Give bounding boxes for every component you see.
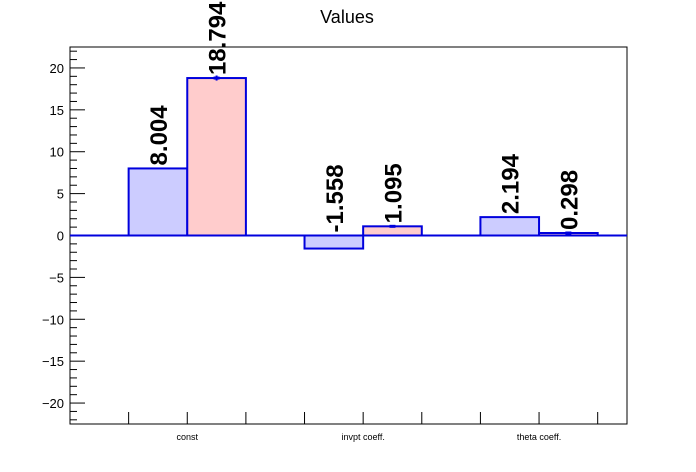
y-tick-label: −15 xyxy=(42,354,64,369)
bar xyxy=(303,234,365,250)
x-axis: const invpt coeff. theta coeff. xyxy=(128,412,599,442)
y-tick-label: 15 xyxy=(50,103,64,118)
bar-value-label: 0.298 xyxy=(556,170,583,230)
bar-labels: 8.004 -1.558 2.194 18.794 1.095 0.298 xyxy=(146,1,583,233)
x-category-label: const xyxy=(177,432,199,442)
bar-value-label: 18.794 xyxy=(205,1,232,75)
x-category-label: theta coeff. xyxy=(517,432,561,442)
y-tick-label: 20 xyxy=(50,61,64,76)
y-tick-label: −10 xyxy=(42,312,64,327)
y-tick-label: −20 xyxy=(42,396,64,411)
y-tick-label: 10 xyxy=(50,145,64,160)
bar xyxy=(479,216,541,237)
bar-value-label: 2.194 xyxy=(498,153,525,214)
y-tick-label: 0 xyxy=(57,229,64,244)
y-axis: −20 −15 −10 −5 0 5 10 15 20 xyxy=(42,50,85,421)
x-category-label: invpt coeff. xyxy=(341,432,384,442)
y-tick-label: 5 xyxy=(57,187,64,202)
chart-title: Values xyxy=(320,7,374,27)
bar-value-label: 8.004 xyxy=(146,105,173,166)
bar xyxy=(127,167,189,237)
bar-value-label: 1.095 xyxy=(380,163,407,223)
bar-value-label: -1.558 xyxy=(322,164,349,232)
y-tick-label: −5 xyxy=(49,270,64,285)
bar xyxy=(186,77,247,237)
bars xyxy=(127,75,599,250)
